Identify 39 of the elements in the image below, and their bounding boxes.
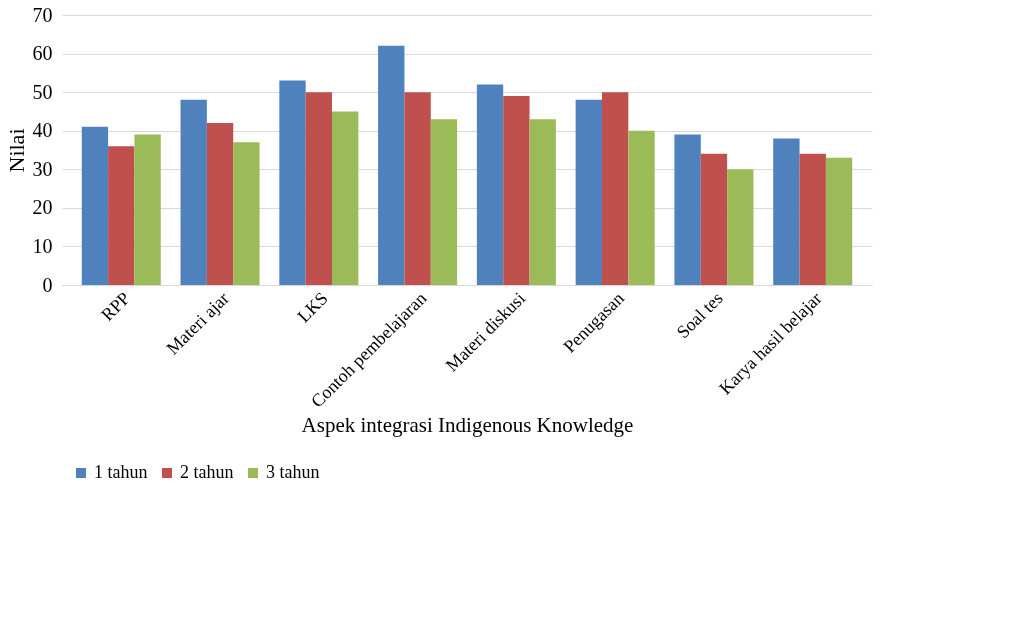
bar (575, 99, 602, 285)
bar (108, 146, 135, 285)
bar (476, 84, 504, 285)
y-tick-label: 0 (42, 273, 53, 296)
bar (727, 169, 754, 285)
bar (825, 157, 853, 285)
y-tick-label: 50 (32, 80, 53, 103)
y-tick-label: 40 (32, 119, 53, 142)
y-tick-label: 60 (32, 42, 53, 65)
bar (773, 138, 800, 285)
y-tick-label: 70 (32, 3, 53, 26)
bar (430, 119, 458, 285)
bar (305, 92, 332, 285)
bar (134, 134, 161, 285)
bar (279, 80, 306, 285)
y-tick-label: 20 (32, 196, 53, 219)
legend-label: 2 tahun (180, 462, 234, 482)
legend-label: 3 tahun (266, 462, 320, 482)
bar (529, 119, 556, 285)
legend-label: 1 tahun (94, 462, 148, 482)
bar (602, 92, 629, 285)
y-tick-label: 10 (32, 234, 53, 257)
bar (206, 123, 234, 285)
bar (674, 134, 701, 285)
bar (628, 130, 655, 285)
bar (404, 92, 431, 285)
bar (799, 153, 826, 285)
x-axis-title: Aspek integrasi Indigenous Knowledge (301, 413, 634, 438)
x-tick-label: Soal tes (672, 288, 727, 343)
bar (233, 142, 260, 285)
y-axis-title: Nilai (3, 128, 29, 173)
bar (180, 99, 207, 285)
bar (81, 126, 109, 285)
bar (503, 96, 530, 285)
x-tick-label: RPP (97, 288, 134, 325)
bar (700, 153, 728, 285)
bar (378, 45, 405, 285)
y-tick-label: 30 (32, 157, 53, 180)
bar (332, 111, 359, 285)
